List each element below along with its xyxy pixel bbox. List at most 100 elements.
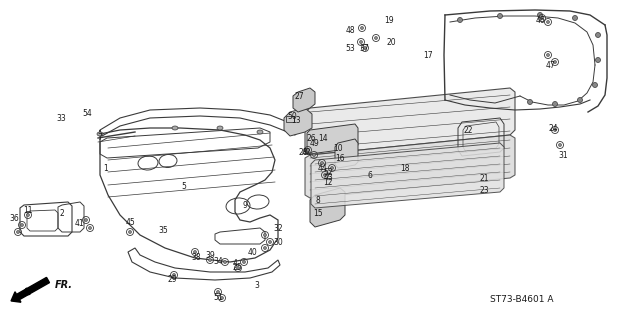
Circle shape bbox=[220, 297, 223, 300]
Text: 1: 1 bbox=[104, 164, 109, 172]
Circle shape bbox=[593, 83, 598, 87]
Circle shape bbox=[306, 148, 310, 151]
Text: 19: 19 bbox=[384, 15, 394, 25]
Circle shape bbox=[217, 291, 220, 293]
Polygon shape bbox=[293, 88, 315, 112]
Text: 41: 41 bbox=[74, 219, 84, 228]
Text: 7: 7 bbox=[97, 132, 102, 141]
Text: 32: 32 bbox=[273, 223, 283, 233]
Text: 51: 51 bbox=[213, 293, 223, 302]
Circle shape bbox=[595, 58, 600, 62]
Circle shape bbox=[243, 260, 245, 263]
Circle shape bbox=[547, 53, 550, 57]
Text: 48: 48 bbox=[345, 26, 355, 35]
Text: 5: 5 bbox=[182, 181, 187, 190]
FancyArrow shape bbox=[11, 277, 49, 302]
Text: 9: 9 bbox=[243, 201, 248, 210]
Text: 53: 53 bbox=[345, 44, 355, 52]
Text: 30: 30 bbox=[273, 237, 283, 246]
Text: 39: 39 bbox=[205, 251, 215, 260]
Circle shape bbox=[361, 27, 364, 29]
Text: 8: 8 bbox=[316, 196, 320, 204]
Text: 3: 3 bbox=[255, 281, 260, 290]
Circle shape bbox=[331, 166, 333, 170]
Text: 11: 11 bbox=[23, 205, 32, 214]
Text: 54: 54 bbox=[82, 108, 92, 117]
Circle shape bbox=[572, 15, 577, 20]
Circle shape bbox=[364, 46, 366, 50]
Circle shape bbox=[321, 162, 323, 164]
Text: 17: 17 bbox=[423, 51, 433, 60]
Circle shape bbox=[263, 234, 266, 236]
Text: 23: 23 bbox=[479, 186, 489, 195]
Text: 10: 10 bbox=[333, 143, 343, 153]
Text: 49: 49 bbox=[310, 139, 320, 148]
Circle shape bbox=[236, 267, 240, 269]
Ellipse shape bbox=[97, 132, 103, 136]
Text: 44: 44 bbox=[317, 164, 327, 172]
Text: 36: 36 bbox=[9, 213, 19, 222]
Text: 13: 13 bbox=[291, 116, 301, 124]
Circle shape bbox=[374, 36, 378, 39]
Text: 47: 47 bbox=[545, 60, 555, 69]
Circle shape bbox=[553, 60, 557, 63]
Text: 16: 16 bbox=[335, 154, 345, 163]
Text: 40: 40 bbox=[247, 247, 257, 257]
Text: 35: 35 bbox=[158, 226, 168, 235]
Text: 33: 33 bbox=[56, 114, 66, 123]
Text: 4: 4 bbox=[233, 259, 238, 268]
Circle shape bbox=[558, 143, 562, 147]
Polygon shape bbox=[307, 124, 358, 154]
Ellipse shape bbox=[172, 126, 178, 130]
Text: 18: 18 bbox=[400, 164, 410, 172]
Text: FR.: FR. bbox=[55, 280, 73, 290]
Circle shape bbox=[84, 219, 87, 221]
Polygon shape bbox=[305, 135, 515, 198]
Text: 6: 6 bbox=[368, 171, 373, 180]
Polygon shape bbox=[305, 88, 515, 155]
Polygon shape bbox=[311, 143, 504, 208]
Text: 52: 52 bbox=[323, 167, 333, 177]
Circle shape bbox=[193, 251, 197, 253]
Circle shape bbox=[540, 17, 544, 20]
Circle shape bbox=[547, 20, 550, 23]
Text: ST73-B4601 A: ST73-B4601 A bbox=[490, 295, 553, 305]
Text: 28: 28 bbox=[298, 148, 308, 156]
Circle shape bbox=[313, 154, 316, 156]
Text: 14: 14 bbox=[318, 133, 328, 142]
Text: 22: 22 bbox=[463, 125, 473, 134]
Text: 45: 45 bbox=[125, 218, 135, 227]
Circle shape bbox=[16, 230, 19, 234]
Text: 15: 15 bbox=[313, 209, 323, 218]
Circle shape bbox=[497, 13, 502, 19]
Circle shape bbox=[527, 100, 532, 105]
Text: 26: 26 bbox=[306, 133, 316, 142]
Circle shape bbox=[26, 213, 29, 217]
Circle shape bbox=[457, 18, 462, 22]
Polygon shape bbox=[335, 139, 358, 168]
Circle shape bbox=[359, 41, 363, 44]
Circle shape bbox=[263, 246, 266, 250]
Circle shape bbox=[268, 241, 271, 244]
Text: 46: 46 bbox=[535, 15, 545, 25]
Polygon shape bbox=[310, 188, 345, 227]
Text: 37: 37 bbox=[359, 44, 369, 52]
Circle shape bbox=[129, 230, 132, 234]
Text: 21: 21 bbox=[479, 173, 489, 182]
Text: 31: 31 bbox=[558, 150, 568, 159]
Text: 50: 50 bbox=[287, 111, 297, 121]
Circle shape bbox=[21, 223, 24, 227]
Text: 34: 34 bbox=[213, 258, 223, 267]
Circle shape bbox=[323, 173, 326, 177]
Circle shape bbox=[577, 98, 582, 102]
Ellipse shape bbox=[217, 126, 223, 130]
Bar bbox=[286, 116, 294, 122]
Polygon shape bbox=[284, 108, 312, 136]
Circle shape bbox=[595, 33, 600, 37]
Text: 43: 43 bbox=[323, 172, 333, 181]
Ellipse shape bbox=[257, 130, 263, 134]
Circle shape bbox=[89, 227, 92, 229]
Circle shape bbox=[223, 260, 227, 263]
Circle shape bbox=[553, 129, 557, 132]
Text: 20: 20 bbox=[386, 37, 396, 46]
